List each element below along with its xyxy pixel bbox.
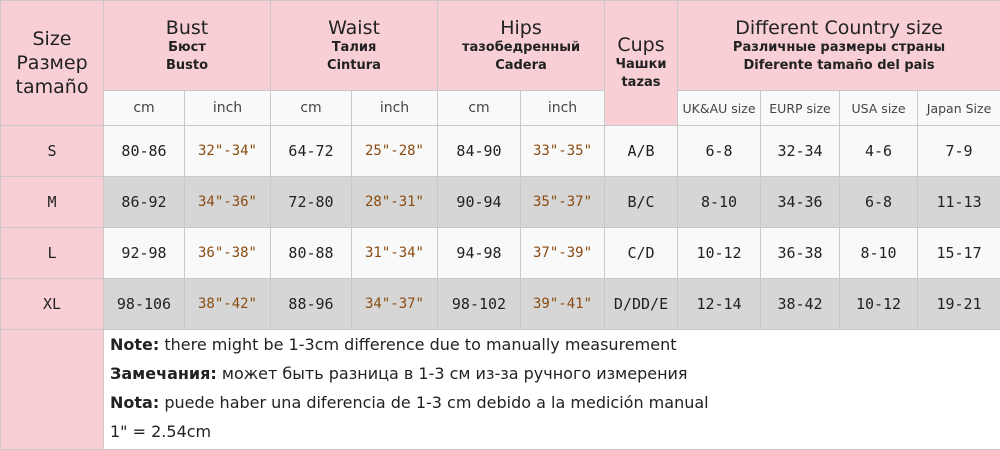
bust-inch-header: inch <box>185 91 271 126</box>
bust-inch-cell: 34"-36" <box>185 177 271 228</box>
uk-au-size-header: UK&AU size <box>678 91 761 126</box>
eurp-cell: 34-36 <box>761 177 840 228</box>
size-cell: S <box>1 126 104 177</box>
note-english: Note: there might be 1-3cm difference du… <box>110 330 1000 359</box>
country-size-header: Different Country size Различные размеры… <box>678 1 1000 91</box>
waist-cm-cell: 72-80 <box>271 177 352 228</box>
usa-cell: 4-6 <box>840 126 918 177</box>
uk-au-cell: 12-14 <box>678 279 761 330</box>
usa-cell: 8-10 <box>840 228 918 279</box>
eurp-cell: 36-38 <box>761 228 840 279</box>
note-spanish: Nota: puede haber una diferencia de 1-3 … <box>110 388 1000 417</box>
hips-cm-cell: 90-94 <box>438 177 521 228</box>
hips-inch-cell: 39"-41" <box>521 279 605 330</box>
hips-inch-cell: 37"-39" <box>521 228 605 279</box>
uk-au-cell: 6-8 <box>678 126 761 177</box>
size-cell: M <box>1 177 104 228</box>
table-row: M 86-92 34"-36" 72-80 28"-31" 90-94 35"-… <box>1 177 1000 228</box>
size-cell: L <box>1 228 104 279</box>
size-cell: XL <box>1 279 104 330</box>
waist-inch-cell: 34"-37" <box>352 279 438 330</box>
usa-cell: 10-12 <box>840 279 918 330</box>
usa-size-header: USA size <box>840 91 918 126</box>
notes-left-cell <box>1 330 104 450</box>
waist-inch-header: inch <box>352 91 438 126</box>
hips-cm-cell: 84-90 <box>438 126 521 177</box>
table-row: XL 98-106 38"-42" 88-96 34"-37" 98-102 3… <box>1 279 1000 330</box>
note-russian: Замечания: может быть разница в 1-3 см и… <box>110 359 1000 388</box>
eurp-size-header: EURP size <box>761 91 840 126</box>
uk-au-cell: 8-10 <box>678 177 761 228</box>
hips-header: Hips тазобедренный Cadera <box>438 1 605 91</box>
bust-cm-cell: 98-106 <box>104 279 185 330</box>
waist-cm-cell: 88-96 <box>271 279 352 330</box>
bust-inch-cell: 32"-34" <box>185 126 271 177</box>
usa-cell: 6-8 <box>840 177 918 228</box>
waist-inch-cell: 25"-28" <box>352 126 438 177</box>
eurp-cell: 32-34 <box>761 126 840 177</box>
cups-cell: B/C <box>605 177 678 228</box>
bust-cm-cell: 80-86 <box>104 126 185 177</box>
bust-cm-header: cm <box>104 91 185 126</box>
waist-header: Waist Талия Cintura <box>271 1 438 91</box>
japan-cell: 19-21 <box>918 279 1000 330</box>
note-inch-conversion: 1" = 2.54cm <box>110 417 1000 446</box>
hips-inch-cell: 33"-35" <box>521 126 605 177</box>
table-row: S 80-86 32"-34" 64-72 25"-28" 84-90 33"-… <box>1 126 1000 177</box>
cups-cell: C/D <box>605 228 678 279</box>
cups-cell: D/DD/E <box>605 279 678 330</box>
japan-size-header: Japan Size <box>918 91 1000 126</box>
uk-au-cell: 10-12 <box>678 228 761 279</box>
japan-cell: 15-17 <box>918 228 1000 279</box>
hips-cm-cell: 98-102 <box>438 279 521 330</box>
bust-inch-cell: 38"-42" <box>185 279 271 330</box>
bust-cm-cell: 86-92 <box>104 177 185 228</box>
waist-cm-header: cm <box>271 91 352 126</box>
cups-cell: A/B <box>605 126 678 177</box>
bust-cm-cell: 92-98 <box>104 228 185 279</box>
notes-cell: Note: there might be 1-3cm difference du… <box>104 330 1000 450</box>
hips-cm-cell: 94-98 <box>438 228 521 279</box>
waist-cm-cell: 80-88 <box>271 228 352 279</box>
size-header: Size Размер tamaño <box>1 1 104 126</box>
waist-inch-cell: 28"-31" <box>352 177 438 228</box>
waist-cm-cell: 64-72 <box>271 126 352 177</box>
waist-inch-cell: 31"-34" <box>352 228 438 279</box>
japan-cell: 7-9 <box>918 126 1000 177</box>
hips-cm-header: cm <box>438 91 521 126</box>
bust-inch-cell: 36"-38" <box>185 228 271 279</box>
hips-inch-header: inch <box>521 91 605 126</box>
bust-header: Bust Бюст Busto <box>104 1 271 91</box>
cups-header: Cups Чашки tazas <box>605 1 678 126</box>
eurp-cell: 38-42 <box>761 279 840 330</box>
hips-inch-cell: 35"-37" <box>521 177 605 228</box>
table-row: L 92-98 36"-38" 80-88 31"-34" 94-98 37"-… <box>1 228 1000 279</box>
japan-cell: 11-13 <box>918 177 1000 228</box>
